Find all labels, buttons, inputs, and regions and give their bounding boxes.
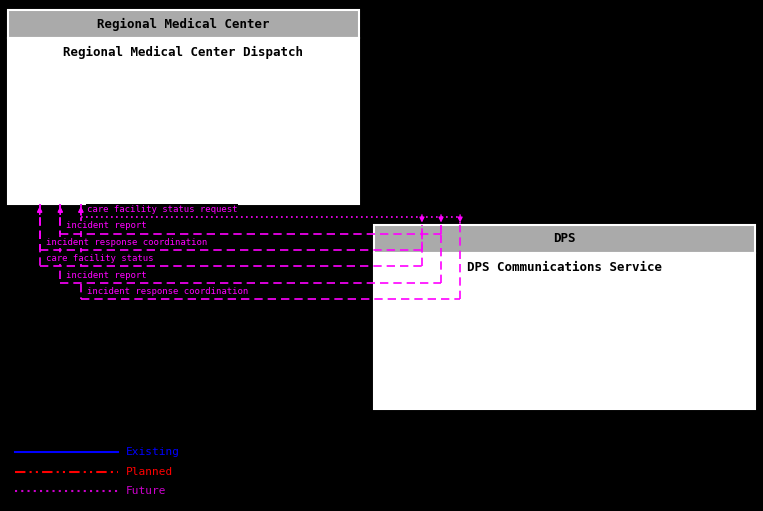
Text: Existing: Existing [126,447,180,457]
Text: Planned: Planned [126,467,173,477]
Bar [8,10,359,38]
Text: DPS: DPS [553,233,576,245]
Text: Regional Medical Center Dispatch: Regional Medical Center Dispatch [63,46,303,59]
Text: incident report: incident report [66,270,147,280]
Bar [374,225,755,253]
Text: incident report: incident report [66,221,147,230]
Text: care facility status: care facility status [46,254,153,263]
Text: incident response coordination: incident response coordination [46,238,207,247]
Text: Future: Future [126,486,166,496]
Text: Regional Medical Center: Regional Medical Center [97,18,269,31]
Text: incident response coordination: incident response coordination [87,287,248,296]
Text: DPS Communications Service: DPS Communications Service [467,261,662,273]
Text: care facility status request: care facility status request [87,205,237,214]
Bar [374,253,755,409]
Bar [8,38,359,204]
